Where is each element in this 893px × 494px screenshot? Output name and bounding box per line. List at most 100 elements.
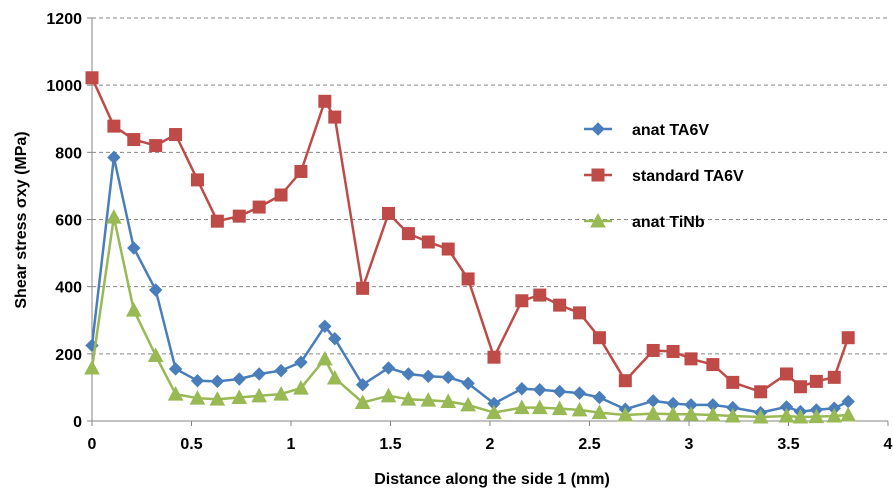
data-point-standard-ta6v <box>646 343 660 357</box>
data-point-anat-ta6v <box>381 361 396 375</box>
data-point-standard-ta6v <box>274 188 288 202</box>
data-point-anat-tinb <box>645 405 662 421</box>
data-point-anat-tinb <box>617 406 634 422</box>
data-point-standard-ta6v <box>252 200 266 214</box>
data-point-anat-ta6v <box>190 373 205 388</box>
data-point-anat-ta6v <box>294 355 308 369</box>
data-point-anat-tinb <box>808 408 825 424</box>
data-point-anat-ta6v <box>107 150 121 165</box>
data-point-standard-ta6v <box>294 164 308 178</box>
x-tick-label: 0.5 <box>180 436 202 453</box>
data-point-anat-tinb <box>273 386 289 401</box>
gridlines <box>92 17 888 355</box>
data-point-anat-ta6v <box>533 383 547 397</box>
x-tick-label: 1.5 <box>379 436 401 453</box>
data-point-anat-ta6v <box>401 367 416 381</box>
y-tick-label: 800 <box>55 145 82 162</box>
data-point-standard-ta6v <box>515 294 529 308</box>
legend-marker-anat-ta6v <box>591 122 605 136</box>
y-tick-label: 600 <box>55 213 82 230</box>
data-point-anat-ta6v <box>552 384 567 399</box>
data-point-anat-ta6v <box>210 374 225 389</box>
data-point-anat-ta6v <box>421 369 436 384</box>
series-group <box>84 71 857 424</box>
data-point-standard-ta6v <box>210 214 224 228</box>
data-point-anat-tinb <box>665 406 681 421</box>
data-point-anat-ta6v <box>252 367 266 381</box>
legend-item-anat-tinb: anat TiNb <box>584 212 705 231</box>
data-point-anat-ta6v <box>592 390 607 405</box>
data-point-anat-tinb <box>486 404 502 420</box>
data-point-standard-ta6v <box>684 352 698 366</box>
data-point-anat-ta6v <box>232 372 246 386</box>
data-point-anat-ta6v <box>515 382 529 396</box>
x-tick-label: 0 <box>88 436 97 453</box>
data-point-standard-ta6v <box>318 94 332 108</box>
data-point-standard-ta6v <box>487 350 501 364</box>
data-point-anat-tinb <box>420 392 437 407</box>
data-point-anat-tinb <box>380 387 397 403</box>
data-point-standard-ta6v <box>190 173 204 187</box>
data-point-anat-ta6v <box>646 394 660 408</box>
legend-label-anat-ta6v: anat TA6V <box>632 122 709 139</box>
data-point-standard-ta6v <box>328 110 342 124</box>
data-point-anat-tinb <box>460 396 476 412</box>
x-axis-title: Distance along the side 1 (mm) <box>374 471 610 488</box>
data-point-anat-tinb <box>724 407 741 423</box>
data-point-anat-tinb <box>354 394 371 410</box>
x-tick-label: 2 <box>486 436 495 453</box>
data-point-anat-tinb <box>792 408 809 424</box>
data-point-anat-tinb <box>571 401 588 417</box>
data-point-anat-ta6v <box>461 376 475 391</box>
data-point-anat-ta6v <box>355 378 370 392</box>
data-point-anat-tinb <box>251 387 267 403</box>
x-tick-label: 3.5 <box>777 436 799 453</box>
data-point-anat-tinb <box>591 404 608 420</box>
data-point-anat-ta6v <box>318 319 332 334</box>
data-point-anat-tinb <box>125 302 142 317</box>
x-tick-label: 2.5 <box>578 436 600 453</box>
legend-marker-standard-ta6v <box>591 168 605 182</box>
data-point-anat-ta6v <box>127 241 141 255</box>
data-point-anat-tinb <box>293 380 309 395</box>
data-point-standard-ta6v <box>401 227 415 241</box>
data-point-anat-tinb <box>826 407 843 423</box>
data-point-anat-tinb <box>840 406 857 422</box>
data-point-anat-ta6v <box>841 394 855 409</box>
series-anat-ta6v <box>85 150 855 420</box>
y-tick-label: 1200 <box>46 11 82 28</box>
data-point-anat-tinb <box>683 406 699 421</box>
data-point-anat-tinb <box>440 393 457 409</box>
data-point-anat-tinb <box>106 209 122 224</box>
data-point-anat-ta6v <box>441 370 455 385</box>
x-tick-label: 1 <box>287 436 296 453</box>
data-point-anat-tinb <box>316 350 333 366</box>
data-point-anat-tinb <box>514 399 530 415</box>
data-point-anat-tinb <box>231 389 248 404</box>
data-point-standard-ta6v <box>841 331 855 345</box>
data-point-standard-ta6v <box>127 133 141 147</box>
data-point-standard-ta6v <box>149 139 163 153</box>
data-point-standard-ta6v <box>706 358 720 372</box>
data-point-standard-ta6v <box>592 331 606 345</box>
data-point-standard-ta6v <box>356 281 370 295</box>
data-point-standard-ta6v <box>232 209 246 223</box>
data-point-anat-tinb <box>705 406 721 422</box>
tick-labels: 0 200 400 600 800 1000 1200 0 0.5 1 1.5 2 2.5 3 3.5 4 <box>46 11 892 453</box>
data-point-anat-tinb <box>400 391 417 406</box>
data-point-anat-tinb <box>167 386 184 401</box>
data-point-standard-ta6v <box>169 128 183 142</box>
legend-label-anat-tinb: anat TiNb <box>632 214 705 231</box>
series-standard-ta6v <box>85 71 855 399</box>
data-point-standard-ta6v <box>441 242 455 256</box>
data-point-standard-ta6v <box>793 380 807 394</box>
data-point-anat-tinb <box>531 399 548 415</box>
data-point-standard-ta6v <box>827 370 841 384</box>
legend-marker-anat-tinb <box>590 212 606 228</box>
data-point-anat-tinb <box>147 347 164 363</box>
data-point-standard-ta6v <box>421 235 435 249</box>
x-tick-label: 3 <box>685 436 694 453</box>
data-point-anat-ta6v <box>168 362 183 376</box>
series-anat-tinb <box>84 209 857 424</box>
